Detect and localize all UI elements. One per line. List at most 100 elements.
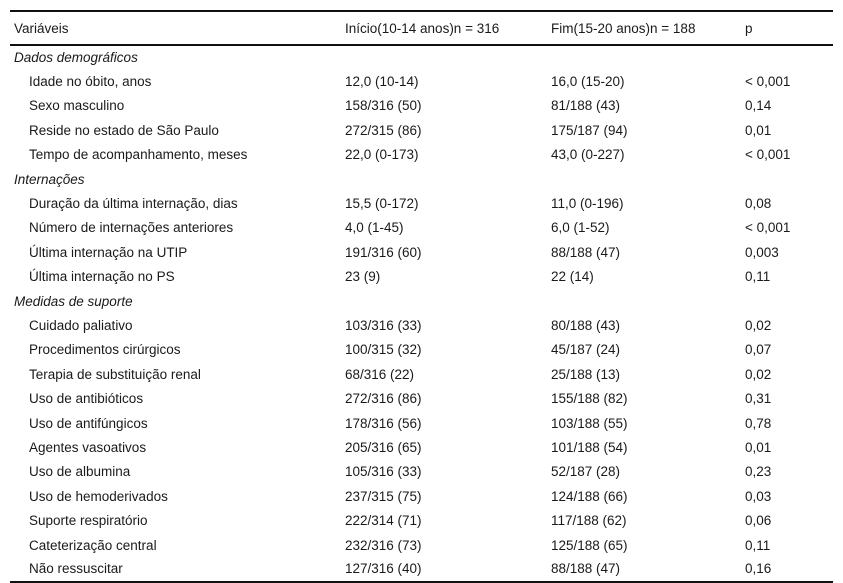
row-label: Tempo de acompanhamento, meses — [29, 147, 248, 163]
results-table-wrapper: Variáveis Início(10-14 anos)n = 316 Fim(… — [10, 10, 833, 583]
table-body: Dados demográficos Idade no óbito, anos 12… — [10, 45, 833, 582]
cell-p: 0,03 — [745, 488, 772, 504]
table-row: Suporte respiratório 222/314 (71) 117/188 … — [10, 508, 833, 532]
cell-p: 0,11 — [745, 269, 771, 285]
table-row: Uso de albumina 105/316 (33) 52/187 (28) 0,… — [10, 460, 833, 484]
cell-p: 0,23 — [745, 464, 772, 480]
cell-p: 0,06 — [745, 513, 772, 529]
cell-inicio: 237/315 (75) — [345, 488, 422, 504]
cell-p: 0,31 — [745, 391, 772, 407]
table-header: Variáveis Início(10-14 anos)n = 316 Fim(… — [10, 11, 833, 45]
cell-fim: 6,0 (1-52) — [551, 220, 610, 236]
cell-inicio: 178/316 (56) — [345, 415, 422, 431]
table-row: Última internação no PS 23 (9) 22 (14) 0,11 — [10, 265, 833, 289]
cell-inicio: 105/316 (33) — [345, 464, 422, 480]
cell-inicio: 205/316 (65) — [345, 439, 422, 455]
cell-inicio: 4,0 (1-45) — [345, 220, 404, 236]
row-label: Última internação no PS — [29, 269, 175, 285]
row-label: Suporte respiratório — [29, 513, 148, 529]
cell-fim: 52/187 (28) — [551, 464, 621, 480]
cell-p: 0,78 — [745, 415, 772, 431]
row-label: Duração da última internação, dias — [29, 196, 238, 212]
cell-fim: 11,0 (0-196) — [551, 196, 624, 212]
table-row: Não ressuscitar 127/316 (40) 88/188 (47) 0,… — [10, 557, 833, 581]
column-header-fim: Fim(15-20 anos)n = 188 — [551, 20, 696, 36]
row-label: Uso de antifúngicos — [29, 415, 148, 431]
table-row: Uso de antifúngicos 178/316 (56) 103/188 (… — [10, 411, 833, 435]
cell-fim: 45/187 (24) — [551, 342, 621, 358]
cell-fim: 101/188 (54) — [551, 439, 628, 455]
cell-fim: 155/188 (82) — [551, 391, 628, 407]
cell-inicio: 191/316 (60) — [345, 244, 422, 260]
cell-inicio: 68/316 (22) — [345, 366, 415, 382]
cell-p: 0,11 — [745, 537, 771, 553]
section-title: Internações — [14, 171, 85, 187]
row-label: Número de internações anteriores — [29, 220, 234, 236]
cell-fim: 88/188 (47) — [551, 561, 621, 577]
cell-p: 0,16 — [745, 561, 772, 577]
cell-fim: 25/188 (13) — [551, 366, 621, 382]
cell-fim: 117/188 (62) — [551, 513, 627, 529]
cell-p: 0,07 — [745, 342, 772, 358]
cell-inicio: 100/315 (32) — [345, 342, 422, 358]
column-header-p: p — [745, 20, 753, 36]
table-row: Uso de antibióticos 272/316 (86) 155/188 (… — [10, 386, 833, 410]
cell-fim: 124/188 (66) — [551, 488, 628, 504]
table-header-row: Variáveis Início(10-14 anos)n = 316 Fim(… — [10, 11, 833, 45]
row-label: Cateterização central — [29, 537, 157, 553]
cell-inicio: 23 (9) — [345, 269, 381, 285]
section-row: Medidas de suporte — [10, 289, 833, 313]
cell-p: < 0,001 — [745, 74, 791, 90]
cell-fim: 22 (14) — [551, 269, 594, 285]
table-row: Duração da última internação, dias 15,5 (… — [10, 191, 833, 215]
cell-p: < 0,001 — [745, 220, 791, 236]
cell-p: 0,08 — [745, 196, 772, 212]
section-title: Dados demográficos — [14, 50, 138, 66]
cell-inicio: 232/316 (73) — [345, 537, 422, 553]
cell-inicio: 272/316 (86) — [345, 391, 422, 407]
column-header-inicio: Início(10-14 anos)n = 316 — [345, 20, 500, 36]
section-row: Dados demográficos — [10, 45, 833, 69]
cell-fim: 175/187 (94) — [551, 122, 628, 138]
section-title: Medidas de suporte — [14, 293, 133, 309]
table-row: Reside no estado de São Paulo 272/315 (86… — [10, 118, 833, 142]
cell-inicio: 22,0 (0-173) — [345, 147, 419, 163]
row-label: Reside no estado de São Paulo — [29, 122, 219, 138]
row-label: Idade no óbito, anos — [29, 74, 152, 90]
table-row: Cateterização central 232/316 (73) 125/188… — [10, 533, 833, 557]
row-label: Uso de albumina — [29, 464, 131, 480]
table-row: Número de internações anteriores 4,0 (1-4… — [10, 216, 833, 240]
cell-inicio: 158/316 (50) — [345, 98, 422, 114]
row-label: Procedimentos cirúrgicos — [29, 342, 181, 358]
row-label: Cuidado paliativo — [29, 317, 133, 333]
table-row: Tempo de acompanhamento, meses 22,0 (0-17… — [10, 143, 833, 167]
cell-fim: 16,0 (15-20) — [551, 74, 625, 90]
results-table: Variáveis Início(10-14 anos)n = 316 Fim(… — [10, 10, 833, 583]
cell-p: 0,14 — [745, 98, 772, 114]
table-row: Terapia de substituição renal 68/316 (22)… — [10, 362, 833, 386]
table-row: Cuidado paliativo 103/316 (33) 80/188 (43)… — [10, 313, 833, 337]
table-row: Última internação na UTIP 191/316 (60) 88/… — [10, 240, 833, 264]
table-row: Sexo masculino 158/316 (50) 81/188 (43) 0,1… — [10, 94, 833, 118]
cell-fim: 88/188 (47) — [551, 244, 621, 260]
cell-p: 0,01 — [745, 122, 772, 138]
cell-fim: 103/188 (55) — [551, 415, 628, 431]
cell-p: 0,02 — [745, 317, 772, 333]
table-row: Idade no óbito, anos 12,0 (10-14) 16,0 (15… — [10, 69, 833, 93]
row-label: Uso de antibióticos — [29, 391, 144, 407]
cell-fim: 125/188 (65) — [551, 537, 628, 553]
cell-fim: 80/188 (43) — [551, 317, 621, 333]
cell-inicio: 222/314 (71) — [345, 513, 422, 529]
row-label: Agentes vasoativos — [29, 439, 147, 455]
section-row: Internações — [10, 167, 833, 191]
table-row: Uso de hemoderivados 237/315 (75) 124/188 … — [10, 484, 833, 508]
row-label: Terapia de substituição renal — [29, 366, 201, 382]
cell-inicio: 12,0 (10-14) — [345, 74, 419, 90]
cell-fim: 81/188 (43) — [551, 98, 621, 114]
cell-p: 0,01 — [745, 439, 772, 455]
cell-inicio: 103/316 (33) — [345, 317, 422, 333]
table-row: Procedimentos cirúrgicos 100/315 (32) 45/1… — [10, 338, 833, 362]
row-label: Última internação na UTIP — [29, 244, 188, 260]
cell-fim: 43,0 (0-227) — [551, 147, 625, 163]
row-label: Uso de hemoderivados — [29, 488, 168, 504]
